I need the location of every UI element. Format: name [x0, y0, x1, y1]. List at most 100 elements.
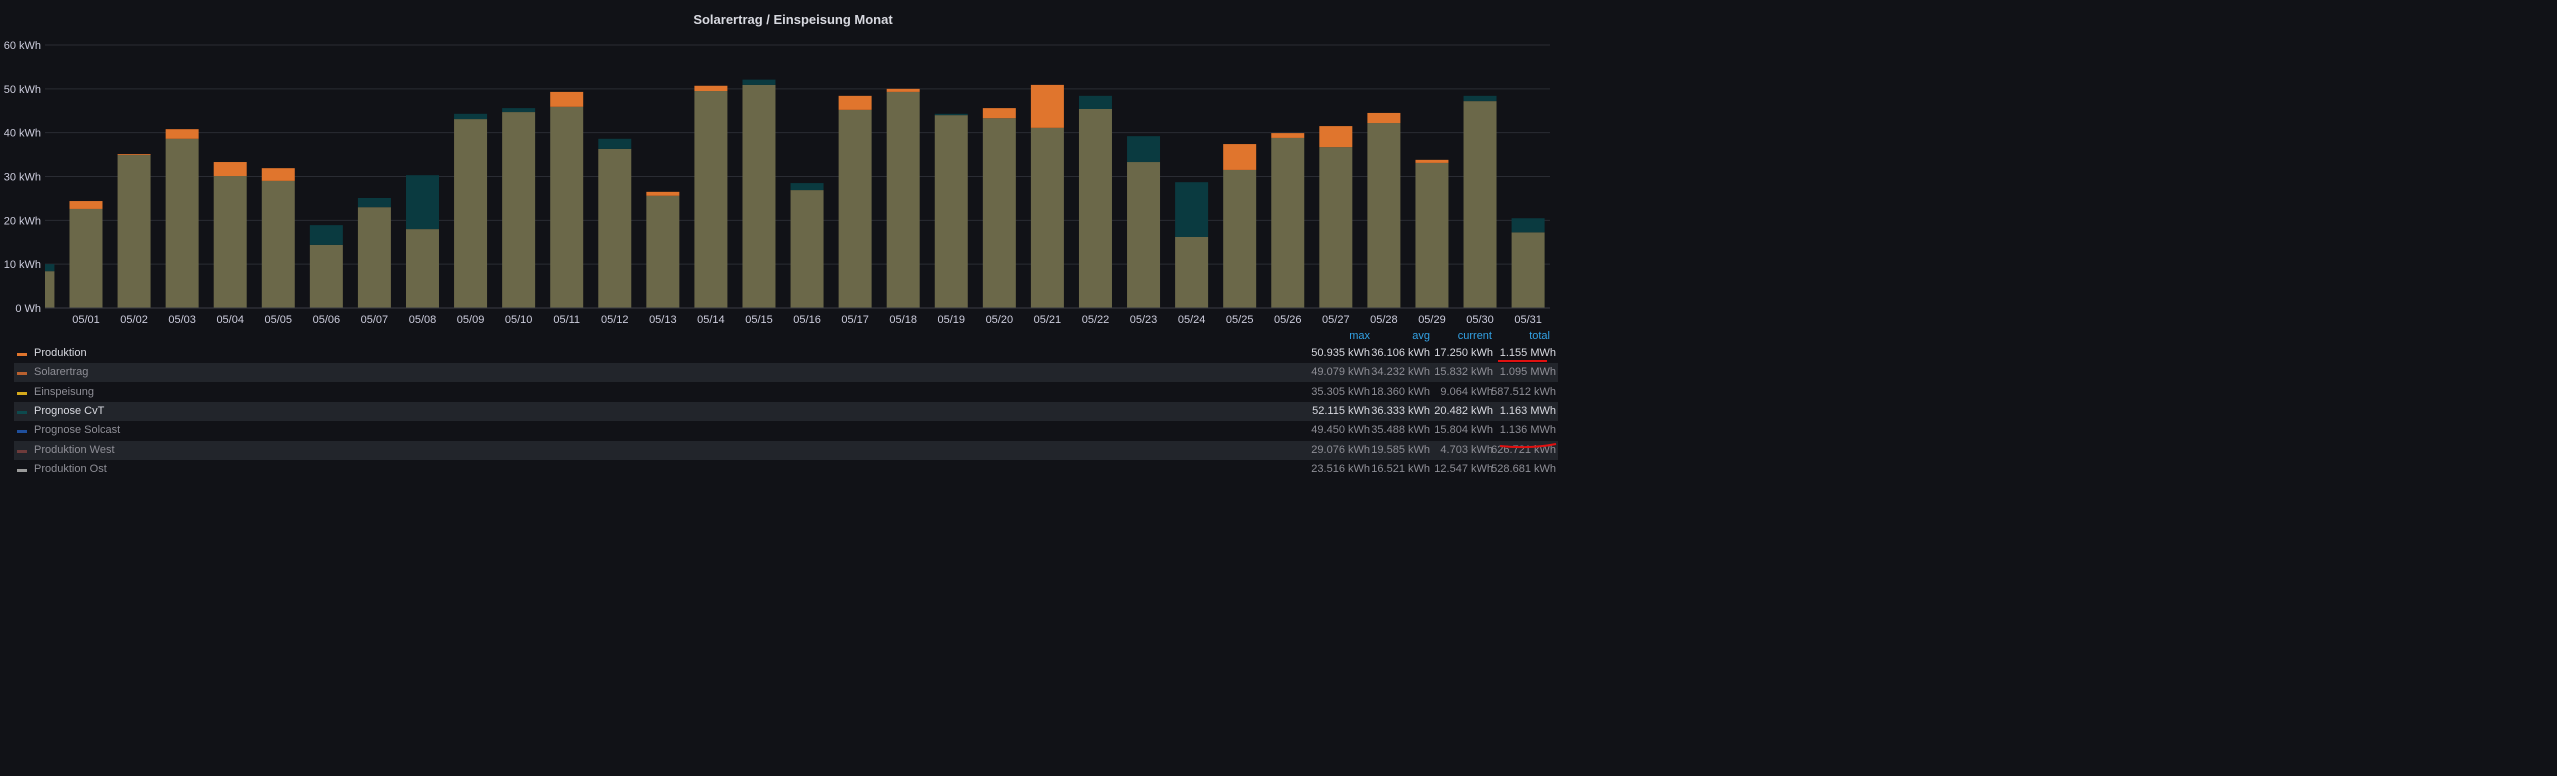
bar-produktion	[1030, 84, 1064, 128]
x-tick-label: 05/03	[168, 314, 196, 326]
bar-produktion	[1223, 144, 1257, 170]
bar-overlap	[45, 271, 55, 308]
x-tick-label: 05/29	[1418, 314, 1446, 326]
legend-row[interactable]: Solarertrag 49.079 kWh 34.232 kWh 15.832 kW…	[14, 363, 1558, 383]
bar-overlap	[1175, 236, 1209, 308]
value-current: 15.804 kWh	[1434, 424, 1493, 437]
bar-overlap	[790, 190, 824, 308]
series-name[interactable]: Solarertrag	[34, 366, 89, 379]
bar-prognose-cvt	[598, 138, 632, 149]
series-color-swatch[interactable]	[17, 410, 27, 414]
x-tick-label: 05/26	[1274, 314, 1302, 326]
bar-overlap	[886, 91, 920, 308]
value-max: 35.305 kWh	[1311, 385, 1370, 398]
bar-overlap	[1030, 127, 1064, 308]
bar-chart: 0 Wh 10 kWh 20 kWh 30 kWh 40 kWh 50 kWh 60 kWh…	[4, 40, 1550, 326]
x-tick-label: 05/09	[457, 314, 485, 326]
x-tick-label: 05/18	[889, 314, 917, 326]
legend-row[interactable]: Produktion West 29.076 kWh 19.585 kWh 4.703…	[14, 440, 1558, 460]
x-tick-label: 05/20	[986, 314, 1014, 326]
bar-produktion	[165, 129, 199, 139]
bar-overlap	[213, 176, 247, 308]
series-name[interactable]: Produktion	[34, 347, 87, 359]
bar-overlap	[598, 148, 632, 308]
bar-overlap	[1223, 169, 1257, 308]
x-tick-label: 05/14	[697, 314, 725, 326]
value-total: 1.163 MWh	[1499, 404, 1556, 417]
legend-row[interactable]: Prognose CvT 52.115 kWh 36.333 kWh 20.482 k…	[14, 401, 1558, 421]
value-max: 49.450 kWh	[1311, 424, 1370, 437]
series-name[interactable]: Produktion Ost	[34, 462, 107, 475]
x-tick-label: 05/05	[265, 314, 293, 326]
bar-produktion	[1319, 126, 1353, 148]
value-current: 4.703 kWh	[1440, 443, 1493, 456]
bar-prognose-cvt	[1127, 136, 1161, 163]
value-total: 528.681 kWh	[1491, 462, 1556, 475]
x-tick-label: 05/28	[1370, 314, 1398, 326]
legend-header-max[interactable]: max	[1349, 330, 1370, 342]
y-tick-label: 40 kWh	[4, 128, 41, 140]
value-max: 49.079 kWh	[1311, 366, 1370, 379]
legend-row[interactable]: Produktion Ost 23.516 kWh 16.521 kWh 12.547…	[14, 460, 1558, 479]
x-tick-label: 05/01	[72, 314, 100, 326]
bar-produktion	[1367, 112, 1401, 124]
x-tick-label: 05/15	[745, 314, 773, 326]
y-tick-label: 30 kWh	[4, 172, 41, 184]
bar-overlap	[1127, 162, 1161, 308]
legend-row[interactable]: Einspeisung 35.305 kWh 18.360 kWh 9.064 kWh…	[14, 383, 1558, 402]
bar-produktion	[694, 85, 728, 92]
series-color-swatch[interactable]	[17, 430, 27, 434]
legend-row[interactable]: Produktion 50.935 kWh 36.106 kWh 17.250 kWh…	[14, 344, 1558, 363]
bar-prognose-cvt	[357, 197, 391, 208]
bar-overlap	[1367, 123, 1401, 308]
series-name[interactable]: Produktion West	[34, 443, 115, 456]
y-tick-label: 20 kWh	[4, 215, 41, 227]
bar-overlap	[1415, 162, 1449, 308]
series-name[interactable]: Einspeisung	[34, 385, 94, 398]
value-avg: 36.333 kWh	[1371, 404, 1430, 417]
x-tick-label: 05/16	[793, 314, 821, 326]
x-tick-label: 05/24	[1178, 314, 1206, 326]
legend-header-current[interactable]: current	[1457, 330, 1492, 342]
y-tick-label: 0 Wh	[15, 303, 41, 315]
series-color-swatch[interactable]	[17, 353, 27, 356]
bar-produktion	[886, 88, 920, 92]
x-tick-label: 05/11	[553, 314, 580, 326]
value-total: 1.155 MWh	[1499, 347, 1556, 359]
bar-prognose-cvt	[1463, 95, 1497, 102]
bar-overlap	[454, 119, 488, 308]
series-name[interactable]: Prognose CvT	[34, 404, 105, 417]
legend-row[interactable]: Prognose Solcast 49.450 kWh 35.488 kWh 15.8…	[14, 421, 1558, 440]
bar-overlap	[646, 195, 680, 308]
bar-overlap	[982, 118, 1016, 309]
value-avg: 18.360 kWh	[1371, 385, 1430, 398]
bar-overlap	[261, 180, 295, 308]
x-tick-label: 05/25	[1226, 314, 1254, 326]
series-color-swatch[interactable]	[17, 468, 27, 472]
x-tick-label: 05/08	[409, 314, 437, 326]
bar-overlap	[1511, 232, 1545, 308]
value-current: 15.832 kWh	[1434, 366, 1493, 379]
panel-title: Solarertrag / Einspeisung Monat	[693, 12, 893, 27]
series-color-swatch[interactable]	[17, 372, 27, 376]
y-tick-label: 10 kWh	[4, 259, 41, 271]
x-tick-label: 05/04	[216, 314, 244, 326]
series-color-swatch[interactable]	[17, 391, 27, 395]
x-tick-label: 05/06	[313, 314, 341, 326]
x-tick-label: 05/12	[601, 314, 629, 326]
bar-produktion	[646, 191, 680, 196]
x-tick-label: 05/30	[1466, 314, 1494, 326]
bar-produktion	[1271, 133, 1305, 138]
series-name[interactable]: Prognose Solcast	[34, 424, 121, 437]
legend-header-total[interactable]: total	[1529, 330, 1550, 342]
bar-produktion	[838, 95, 872, 110]
series-color-swatch[interactable]	[17, 449, 27, 453]
y-tick-label: 50 kWh	[4, 84, 41, 96]
x-tick-label: 05/07	[361, 314, 389, 326]
bar-prognose-cvt	[790, 183, 824, 191]
bar-overlap	[1319, 147, 1353, 308]
legend-header-avg[interactable]: avg	[1412, 330, 1430, 342]
x-tick-label: 05/10	[505, 314, 533, 326]
value-current: 9.064 kWh	[1440, 385, 1493, 398]
bar-overlap	[405, 229, 439, 308]
